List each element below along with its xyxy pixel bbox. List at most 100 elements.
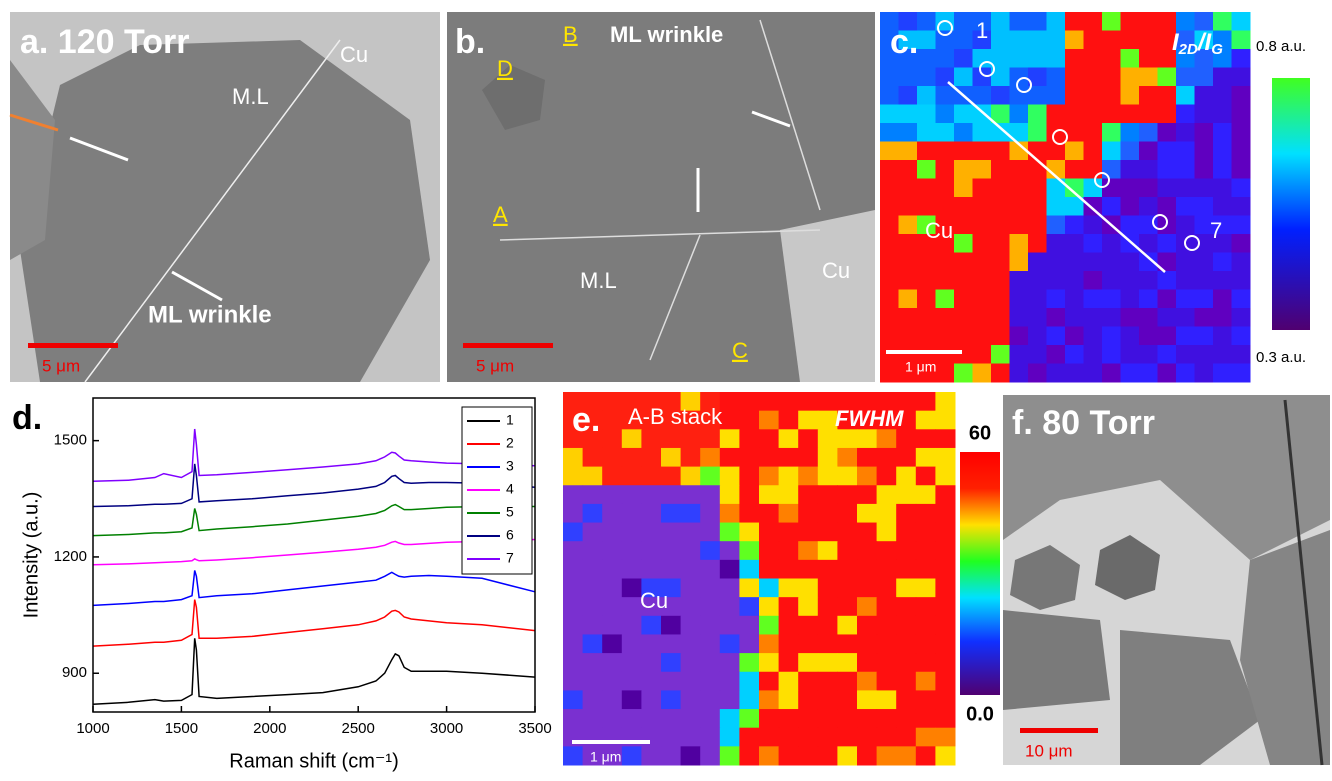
- map-pixel: [818, 467, 838, 486]
- map-pixel: [936, 123, 955, 142]
- map-pixel: [1139, 290, 1158, 309]
- map-pixel: [1176, 12, 1195, 31]
- map-pixel: [1102, 86, 1121, 105]
- map-pixel: [857, 448, 877, 467]
- map-pixel: [779, 560, 799, 579]
- map-pixel: [837, 597, 857, 616]
- map-pixel: [720, 709, 740, 728]
- map-pixel: [622, 448, 642, 467]
- map-pixel: [837, 504, 857, 523]
- map-pixel: [935, 634, 955, 653]
- map-pixel: [899, 197, 918, 216]
- map-pixel: [1121, 160, 1140, 179]
- map-pixel: [1195, 271, 1214, 290]
- map-pixel: [973, 234, 992, 253]
- map-pixel: [916, 597, 936, 616]
- map-pixel: [818, 541, 838, 560]
- map-pixel: [641, 690, 661, 709]
- map-pixel: [1028, 105, 1047, 124]
- map-pixel: [1213, 86, 1232, 105]
- map-pixel: [837, 616, 857, 635]
- map-pixel: [917, 123, 936, 142]
- map-pixel: [1195, 160, 1214, 179]
- map-pixel: [857, 672, 877, 691]
- map-pixel: [857, 560, 877, 579]
- map-pixel: [602, 448, 622, 467]
- map-pixel: [1028, 197, 1047, 216]
- map-pixel: [857, 746, 877, 765]
- map-pixel: [935, 541, 955, 560]
- map-pixel: [917, 49, 936, 68]
- map-pixel: [1102, 123, 1121, 142]
- map-pixel: [1121, 197, 1140, 216]
- map-pixel: [880, 290, 899, 309]
- map-pixel: [916, 728, 936, 747]
- map-pixel: [1028, 160, 1047, 179]
- map-pixel: [759, 523, 779, 542]
- map-pixel: [720, 411, 740, 430]
- map-pixel: [1232, 105, 1251, 124]
- map-pixel: [622, 579, 642, 598]
- map-pixel: [583, 448, 603, 467]
- map-pixel: [896, 672, 916, 691]
- map-pixel: [936, 86, 955, 105]
- panel-c: [880, 12, 1251, 383]
- map-pixel: [991, 31, 1010, 50]
- map-pixel: [681, 616, 701, 635]
- map-pixel: [798, 653, 818, 672]
- panel-f: f. 80 Torr 10 μm: [1003, 395, 1330, 765]
- map-pixel: [779, 690, 799, 709]
- map-pixel: [1139, 49, 1158, 68]
- map-pixel: [880, 68, 899, 87]
- map-pixel: [681, 579, 701, 598]
- legend-label: 5: [506, 504, 514, 520]
- map-pixel: [899, 290, 918, 309]
- map-pixel: [798, 485, 818, 504]
- map-pixel: [991, 12, 1010, 31]
- map-pixel: [857, 523, 877, 542]
- map-pixel: [622, 597, 642, 616]
- map-pixel: [720, 579, 740, 598]
- map-pixel: [661, 709, 681, 728]
- map-pixel: [700, 597, 720, 616]
- map-pixel: [916, 709, 936, 728]
- map-pixel: [877, 579, 897, 598]
- map-pixel: [798, 579, 818, 598]
- map-pixel: [759, 579, 779, 598]
- map-pixel: [700, 634, 720, 653]
- map-pixel: [798, 728, 818, 747]
- map-pixel: [1065, 160, 1084, 179]
- map-pixel: [1065, 49, 1084, 68]
- map-pixel: [622, 634, 642, 653]
- map-pixel: [1084, 105, 1103, 124]
- map-pixel: [935, 616, 955, 635]
- map-pixel: [857, 634, 877, 653]
- map-pixel: [818, 504, 838, 523]
- map-pixel: [1010, 234, 1029, 253]
- y-tick-label: 900: [62, 664, 87, 681]
- map-pixel: [563, 541, 583, 560]
- map-pixel: [641, 504, 661, 523]
- scale-label: 5 μm: [42, 356, 80, 375]
- map-pixel: [973, 216, 992, 235]
- map-pixel: [1102, 142, 1121, 161]
- map-pixel: [916, 746, 936, 765]
- map-pixel: [899, 216, 918, 235]
- map-pixel: [641, 709, 661, 728]
- map-pixel: [1084, 179, 1103, 198]
- map-pixel: [973, 327, 992, 346]
- map-pixel: [877, 653, 897, 672]
- x-tick-label: 3500: [518, 720, 551, 737]
- map-pixel: [759, 597, 779, 616]
- map-pixel: [917, 12, 936, 31]
- map-pixel: [880, 364, 899, 383]
- map-pixel: [1121, 216, 1140, 235]
- map-pixel: [991, 160, 1010, 179]
- map-pixel: [1121, 327, 1140, 346]
- map-pixel: [1028, 327, 1047, 346]
- map-pixel: [1121, 271, 1140, 290]
- map-pixel: [681, 467, 701, 486]
- map-pixel: [661, 485, 681, 504]
- map-pixel: [936, 364, 955, 383]
- map-pixel: [917, 160, 936, 179]
